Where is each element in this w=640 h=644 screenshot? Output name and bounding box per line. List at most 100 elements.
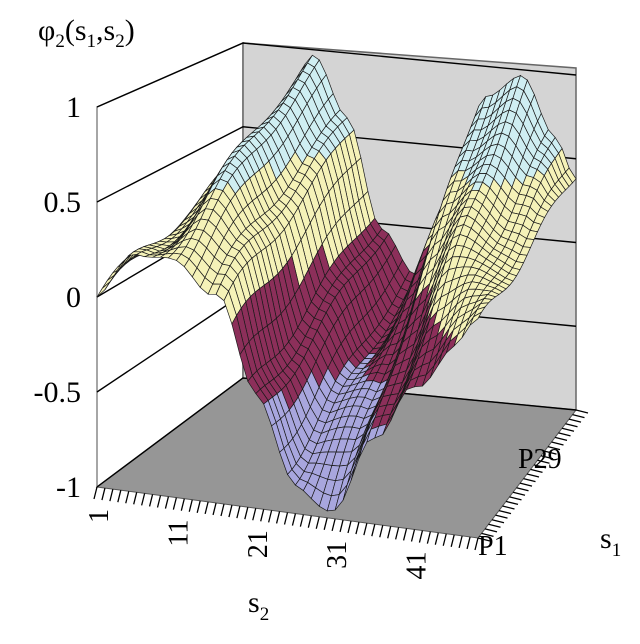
z-tick-labels: 1 0.5 0 -0.5 -1 [34, 91, 82, 504]
x-tick-mark [236, 505, 241, 519]
x-tick-mark [164, 496, 170, 509]
x-tick-mark [228, 504, 233, 518]
surface-cell [469, 311, 483, 326]
x-tick-mark [458, 535, 463, 549]
x-tick-mark [252, 508, 257, 521]
z-tick-label: 1 [66, 91, 81, 124]
x-tick-mark [323, 517, 328, 530]
x-tick-mark [180, 498, 185, 511]
title-args-5: ) [125, 14, 135, 47]
x-tick-mark [244, 507, 249, 520]
title-args-1: (s [65, 14, 87, 47]
x-tick-mark [363, 522, 368, 536]
x-tick-label: 1 [84, 509, 115, 523]
y-tick-mark [498, 509, 512, 515]
x-tick-mark [379, 525, 384, 538]
y-tick-mark [505, 500, 519, 506]
y-tick-mark [568, 418, 582, 423]
x-tick-mark [394, 527, 400, 540]
y-tick-mark [575, 409, 589, 414]
z-tick-label: 0.5 [44, 186, 82, 219]
y-tick-label-p29: P29 [518, 444, 562, 475]
y-tick-mark [540, 455, 554, 460]
title-args-3: ,s [96, 14, 115, 47]
z-gridline [96, 377, 577, 488]
x-tick-mark [101, 487, 106, 501]
y-axis-label: s1 [600, 522, 621, 561]
x-tick-mark [109, 488, 114, 502]
y-tick-mark [509, 496, 522, 501]
x-tick-mark [426, 531, 432, 544]
y-tick-mark [526, 473, 540, 478]
x-tick-mark [371, 524, 376, 537]
x-tick-mark [299, 514, 305, 527]
y-tick-mark [558, 432, 571, 437]
x-tick-mark [387, 526, 392, 539]
y-tick-mark [484, 528, 498, 533]
title-args-4: 2 [115, 31, 125, 52]
axis-ticks [93, 409, 589, 551]
x-tick-mark [307, 515, 312, 528]
y-tick-mark [530, 468, 543, 474]
x-tick-mark [474, 537, 479, 551]
y-tick-mark [523, 477, 536, 483]
x-tick-mark [339, 519, 344, 533]
x-tick-mark [212, 502, 217, 516]
x-tick-labels: 111 21 31 41 [84, 509, 433, 580]
x-tick-mark [267, 510, 273, 523]
x-tick-mark [117, 490, 122, 503]
y-tick-mark [547, 445, 561, 451]
x-axis-label: s2 [248, 586, 269, 625]
y-tick-mark [533, 464, 547, 469]
y-tick-mark [481, 532, 494, 538]
x-tick-label: 21 [243, 530, 274, 558]
z-tick-label: -1 [56, 471, 81, 504]
title-args-2: 1 [87, 31, 97, 52]
y-tick-mark [519, 482, 533, 487]
y-tick-mark [551, 441, 564, 446]
x-tick-mark [442, 533, 447, 546]
y-tick-mark [565, 423, 578, 428]
y-tick-mark [561, 427, 575, 432]
x-tick-mark [434, 532, 439, 545]
x-tick-mark [220, 503, 225, 517]
x-tick-mark [196, 500, 201, 513]
y-tick-mark [488, 523, 501, 528]
x-tick-mark [188, 499, 193, 512]
x-tick-mark [172, 497, 178, 510]
x-tick-mark [93, 486, 98, 500]
y-tick-mark [491, 519, 505, 524]
x-tick-label: 41 [402, 552, 433, 580]
z-tick-label: 0 [66, 281, 81, 314]
x-tick-mark [315, 516, 320, 529]
x-tick-label: 31 [322, 541, 353, 569]
x-tick-mark [148, 494, 154, 507]
y-tick-label-p1: P1 [478, 531, 508, 562]
y-tick-mark [537, 459, 550, 464]
y-tick-mark [554, 436, 568, 442]
surface-mesh [96, 54, 577, 512]
x-tick-mark [156, 495, 162, 508]
y-tick-mark [544, 450, 557, 455]
x-tick-mark [402, 528, 408, 541]
y-tick-mark [516, 487, 529, 492]
x-tick-mark [331, 518, 336, 532]
x-tick-mark [347, 520, 352, 534]
x-tick-mark [291, 513, 297, 526]
x-tick-mark [133, 492, 138, 505]
title-sub: 2 [55, 31, 65, 52]
x-tick-label: 11 [163, 520, 194, 547]
x-tick-mark [125, 491, 130, 504]
x-tick-mark [275, 511, 281, 524]
y-tick-mark [512, 491, 526, 496]
x-tick-mark [410, 529, 416, 542]
x-tick-mark [355, 521, 360, 535]
x-tick-mark [283, 512, 289, 525]
chart-title: φ2(s1,s2) [38, 14, 135, 52]
x-tick-mark [418, 530, 424, 543]
y-tick-mark [572, 413, 585, 419]
z-tick-label: -0.5 [34, 376, 82, 409]
title-main: φ [38, 14, 55, 47]
x-tick-mark [466, 536, 471, 550]
